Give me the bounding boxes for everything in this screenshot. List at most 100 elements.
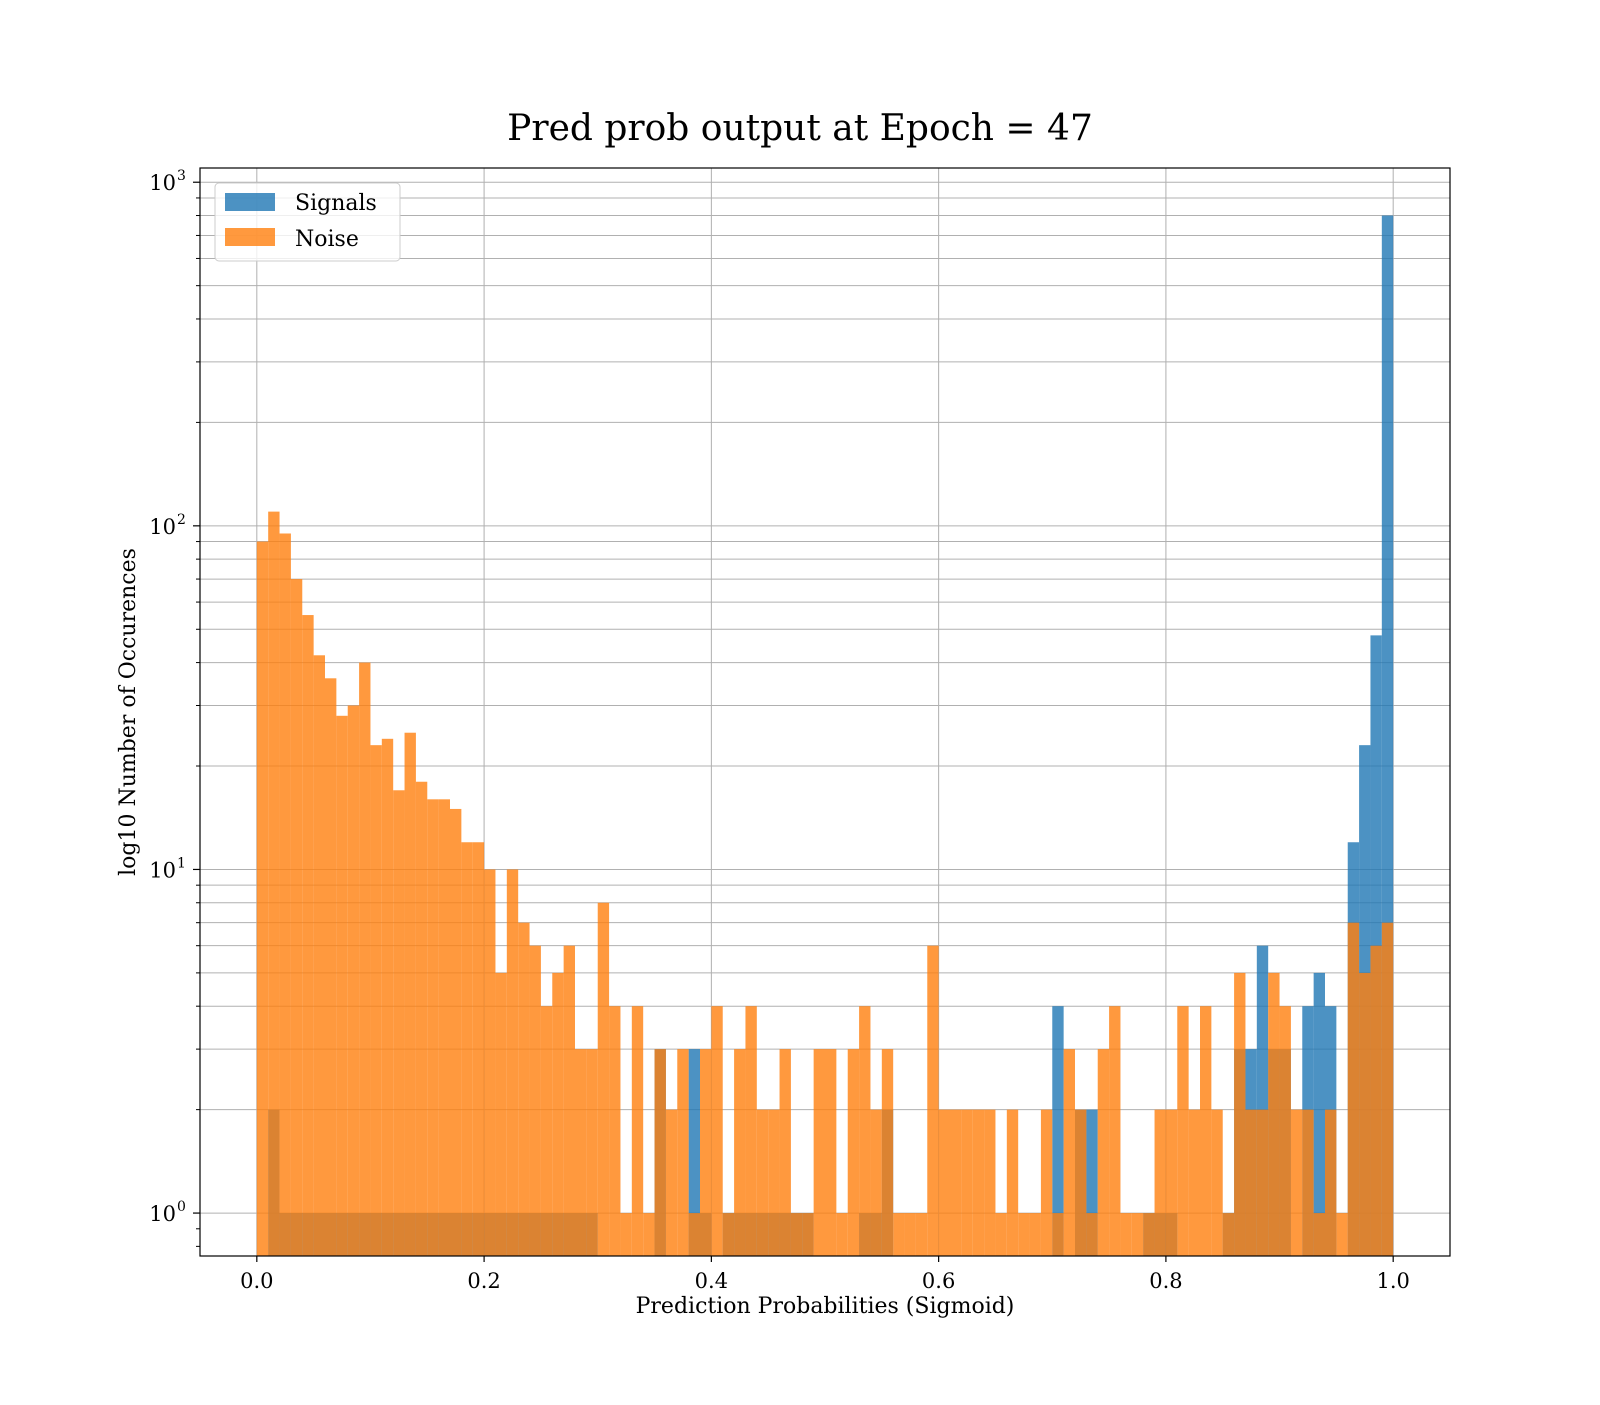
legend-label-noise: Noise (295, 227, 359, 252)
noise-bar (950, 1109, 962, 1256)
noise-bar (1234, 972, 1246, 1256)
signals-bar (1086, 1109, 1098, 1256)
noise-bar (586, 1049, 598, 1256)
y-tick-label: 10 (149, 515, 176, 539)
signals-bar (1052, 1006, 1064, 1256)
noise-bar (472, 842, 485, 1256)
noise-bar (620, 1213, 632, 1256)
noise-bar (495, 972, 507, 1256)
noise-bar (768, 1109, 780, 1256)
noise-bar (1120, 1213, 1132, 1256)
noise-bar (393, 790, 405, 1256)
noise-bar (1370, 945, 1382, 1256)
noise-bar (711, 1006, 723, 1256)
noise-bar (1154, 1109, 1166, 1256)
noise-bar (1063, 1049, 1075, 1256)
noise-bar (938, 1109, 950, 1256)
noise-bar (915, 1213, 928, 1256)
y-tick-exponent: 3 (177, 168, 186, 184)
noise-bar (279, 533, 291, 1256)
noise-bar (1040, 1109, 1053, 1256)
signals-bar (1313, 972, 1325, 1256)
y-tick-label: 10 (149, 1202, 176, 1226)
noise-bar (1222, 1213, 1235, 1256)
noise-bar (847, 1049, 860, 1256)
noise-bar (1097, 1049, 1110, 1256)
noise-bar (1188, 1109, 1200, 1256)
noise-bar (1211, 1109, 1223, 1256)
legend: Signals Noise (214, 182, 401, 262)
noise-bar (1143, 1213, 1155, 1256)
noise-bar (1381, 922, 1394, 1256)
noise-bar (881, 1049, 894, 1256)
y-tick-label: 10 (149, 858, 176, 882)
noise-bar (1245, 1109, 1257, 1256)
noise-bar (870, 1109, 882, 1256)
noise-bar (802, 1213, 814, 1256)
chart-title: Pred prob output at Epoch = 47 (507, 108, 1093, 149)
signals-bar (1256, 945, 1269, 1256)
noise-bar (643, 1213, 655, 1256)
noise-bar (665, 1109, 678, 1256)
noise-bar (1052, 1213, 1064, 1256)
y-tick-exponent: 0 (177, 1199, 186, 1215)
x-axis-ticks: 0.0 0.2 0.4 0.6 0.8 1.0 (240, 1256, 1410, 1293)
noise-bar (370, 745, 382, 1256)
noise-bar (461, 842, 473, 1256)
noise-bar (302, 615, 314, 1256)
noise-bar (268, 511, 280, 1256)
noise-bar (1200, 1006, 1212, 1256)
noise-bar (313, 655, 325, 1256)
noise-bar (1075, 1109, 1087, 1256)
signals-bar (688, 1049, 700, 1256)
noise-bar (722, 1213, 735, 1256)
noise-bar (336, 715, 348, 1256)
x-axis-label: Prediction Probabilities (Sigmoid) (636, 1294, 1015, 1319)
noise-bar (381, 738, 394, 1256)
noise-bar (415, 781, 428, 1256)
noise-bar (927, 945, 939, 1256)
signals-bar (1381, 215, 1394, 1256)
noise-bar (1131, 1213, 1144, 1256)
noise-bar (677, 1049, 689, 1256)
noise-bar (1256, 1109, 1269, 1256)
noise-bar (972, 1109, 985, 1256)
noise-bar (575, 1049, 587, 1256)
noise-bar (1006, 1109, 1019, 1256)
histogram-bars (256, 215, 1394, 1256)
x-tick-label: 0.2 (467, 1269, 500, 1293)
noise-bar (404, 732, 416, 1256)
noise-bar (325, 678, 337, 1256)
noise-bar (836, 1213, 848, 1256)
noise-bar (688, 1213, 700, 1256)
noise-bar (1325, 1109, 1337, 1256)
noise-bar (609, 1006, 621, 1256)
noise-bar (756, 1109, 769, 1256)
noise-bar (904, 1213, 916, 1256)
noise-bar (540, 1006, 553, 1256)
noise-bar (290, 579, 303, 1256)
noise-bar (1165, 1109, 1178, 1256)
noise-bar (859, 1006, 871, 1256)
noise-bar (518, 922, 530, 1256)
noise-bar (359, 662, 371, 1256)
noise-bar (893, 1213, 905, 1256)
noise-bar (506, 869, 519, 1256)
x-tick-label: 0.6 (922, 1269, 955, 1293)
noise-bar (1268, 972, 1280, 1256)
plot-frame (199, 167, 1451, 1257)
series-noise-bars (256, 511, 1394, 1256)
noise-bar (631, 1006, 644, 1256)
noise-bar (450, 808, 462, 1256)
x-tick-label: 1.0 (1376, 1269, 1409, 1293)
noise-bar (790, 1213, 803, 1256)
noise-bar (654, 1049, 666, 1256)
noise-bar (1347, 922, 1360, 1256)
noise-bar (484, 869, 496, 1256)
noise-bar (745, 1006, 757, 1256)
noise-bar (563, 945, 575, 1256)
noise-bar (1302, 1109, 1314, 1256)
noise-bar (825, 1049, 837, 1256)
